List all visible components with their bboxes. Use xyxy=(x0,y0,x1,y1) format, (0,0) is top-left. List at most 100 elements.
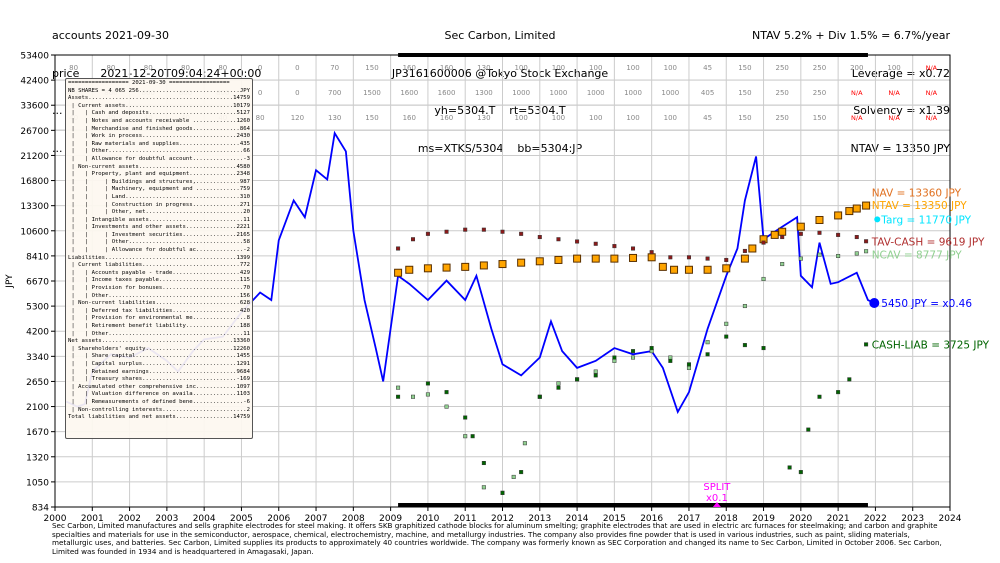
line-value: -3 xyxy=(243,155,250,162)
ncav-point xyxy=(444,404,449,409)
line-label: | | | Machinery, equipment and xyxy=(68,186,196,193)
line-label: | | | Land xyxy=(68,193,126,200)
balance-sheet-line: | | Remeasurements of defined bene -6 xyxy=(68,399,250,407)
dot-leader xyxy=(108,293,239,301)
balance-sheet-line: | Current assets 10179 xyxy=(68,103,250,111)
ncav-point xyxy=(705,340,710,345)
dot-leader xyxy=(129,239,244,247)
line-label: | | Capital surplus xyxy=(68,360,143,367)
x-tick-label: 2011 xyxy=(454,514,477,524)
line-label: | Accumulated other comprehensive inc xyxy=(68,383,196,390)
x-tick-label: 2023 xyxy=(901,514,924,524)
line-value: 420 xyxy=(239,307,250,314)
x-tick-label: 2001 xyxy=(81,514,104,524)
line-label: | | Other xyxy=(68,148,109,155)
x-tick-label: 2005 xyxy=(230,514,253,524)
balance-sheet-lines: Assets 14759 | Current assets 10179 | | Ca… xyxy=(68,95,250,422)
tav-cash-point xyxy=(411,237,415,242)
tav-cash-point xyxy=(556,237,561,242)
line-label: | | | Other, net xyxy=(68,209,146,216)
x-tick-label: 2020 xyxy=(789,514,812,524)
x-tick-label: 2018 xyxy=(715,514,738,524)
line-label: | Non-current assets xyxy=(68,163,139,170)
nav-point xyxy=(815,215,824,224)
dot-leader xyxy=(193,399,244,407)
line-value: 66 xyxy=(243,148,250,155)
ncav-point xyxy=(463,434,468,439)
cash-liab-point xyxy=(686,362,691,367)
balance-sheet-line: | Non-current assets 4580 xyxy=(68,164,250,172)
balance-sheet-date: ================== 2021-09-30 ==========… xyxy=(68,80,230,86)
line-label: | | Income taxes payable xyxy=(68,277,159,284)
dividend-table-cell: 0 xyxy=(295,64,299,72)
nav-point xyxy=(591,254,600,263)
cash-liab-point xyxy=(864,342,869,347)
ncav-point xyxy=(593,369,598,374)
line-label: | | Cash and deposits xyxy=(68,110,149,117)
dividend-table-cell: 100 xyxy=(514,114,527,122)
nav-point xyxy=(796,222,805,231)
dividend-table-cell: 80 xyxy=(106,64,115,72)
tav-cash-point xyxy=(481,227,486,232)
dot-leader xyxy=(139,164,237,172)
cash-liab-point xyxy=(742,343,747,348)
ncav-point xyxy=(481,485,486,490)
dividend-table-cell: 1000 xyxy=(512,89,530,97)
nav-point xyxy=(610,254,619,263)
dividend-table-cell: 45 xyxy=(703,64,712,72)
dot-leader xyxy=(176,414,233,422)
ncav-point xyxy=(761,276,766,281)
line-label: | Non-current liabilities xyxy=(68,300,156,307)
line-value: 1291 xyxy=(236,360,250,367)
balance-sheet-line: | | Merchandise and finished goods 864 xyxy=(68,126,250,134)
y-tick-label: 16800 xyxy=(20,177,49,187)
cash-liab-point xyxy=(836,390,841,395)
y-tick-label: 21200 xyxy=(20,152,49,162)
dividend-table-cell: 80 xyxy=(218,64,227,72)
solvency: Solvency = x1.39 xyxy=(853,104,950,117)
tav-cash-point xyxy=(780,235,785,240)
line-label: | Current liabilities xyxy=(68,262,143,269)
nav-point xyxy=(834,211,843,220)
dividend-table-cell: 1500 xyxy=(363,89,381,97)
balance-sheet-line: | | | Land 310 xyxy=(68,194,250,202)
tav-cash-point xyxy=(724,257,729,262)
balance-sheet-line: | | Retirement benefit liability 188 xyxy=(68,323,250,331)
dividend-table-cell: N/A xyxy=(926,89,938,97)
dividend-table-cell: 160 xyxy=(440,114,453,122)
ncav-point xyxy=(522,441,527,446)
dividend-table-cell: 0 xyxy=(258,64,262,72)
line-value: 11 xyxy=(243,330,250,337)
line-value: 12260 xyxy=(233,345,250,352)
y-tick-label: 10600 xyxy=(20,227,49,237)
ellipsis: ... xyxy=(52,141,63,155)
dividend-table-cell: 150 xyxy=(738,64,751,72)
balance-sheet-shares: NB SHARES = 4 065 256 JPY xyxy=(68,88,250,96)
cash-liab-point xyxy=(668,358,673,363)
dividend-table-cell: 1600 xyxy=(400,89,418,97)
dividend-table-cell: N/A xyxy=(926,114,938,122)
dot-leader xyxy=(135,353,236,361)
nav-point xyxy=(748,244,757,253)
ncav-point xyxy=(864,249,869,254)
line-value: 759 xyxy=(239,186,250,193)
cash-liab-point xyxy=(463,415,468,420)
dividend-table-cell: 100 xyxy=(514,64,527,72)
x-tick-label: 2021 xyxy=(827,514,850,524)
nav-point xyxy=(394,268,403,277)
line-value: 864 xyxy=(239,125,250,132)
cash-liab-point xyxy=(631,349,636,354)
line-label: | | | Buildings and structures, xyxy=(68,178,196,185)
nav-point xyxy=(703,265,712,274)
balance-sheet-line: | | Intangible assets 11 xyxy=(68,217,250,225)
line-label: | | Deferred tax liabilities xyxy=(68,307,173,314)
y-tick-label: 1320 xyxy=(26,453,49,463)
dot-leader xyxy=(193,126,240,134)
dot-leader xyxy=(196,384,237,392)
header-right: NTAV 5.2% + Div 1.5% = 6.7%/year Leverag… xyxy=(752,5,950,168)
cash-liab-point xyxy=(500,490,505,495)
line-label: | | Accounts payable - trade xyxy=(68,269,173,276)
nav-point xyxy=(684,265,693,274)
line-value: 4580 xyxy=(236,163,250,170)
line-value: 628 xyxy=(239,300,250,307)
